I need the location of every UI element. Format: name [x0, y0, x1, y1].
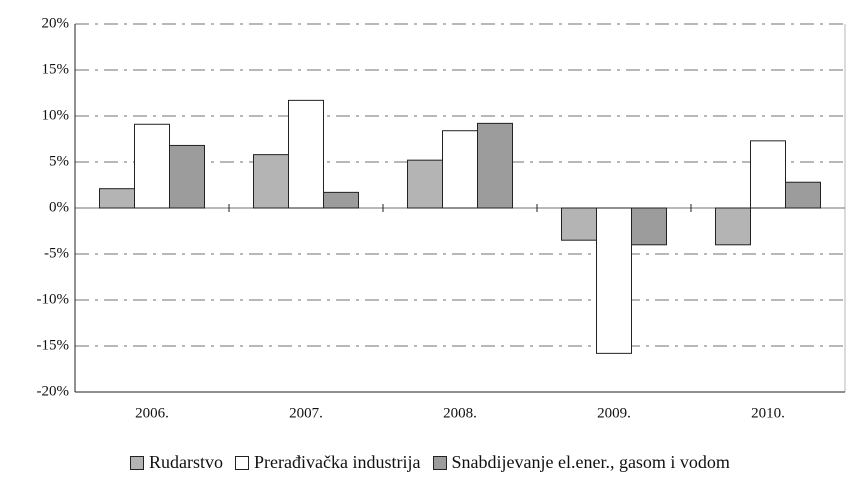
bar [99, 188, 135, 209]
y-tick-label: 5% [49, 153, 69, 169]
bar [785, 181, 821, 209]
y-tick-label: -20% [37, 383, 70, 399]
bar [253, 154, 289, 209]
legend-label: Rudarstvo [149, 452, 224, 472]
legend-item: Snabdijevanje el.ener., gasom i vodom [432, 452, 730, 473]
legend-label: Prerađivačka industrija [254, 452, 421, 472]
legend: Rudarstvo Prerađivačka industrija Snabdije… [0, 452, 860, 473]
y-tick-label: 15% [42, 61, 70, 77]
legend-item: Rudarstvo [130, 452, 223, 473]
x-tick-label: 2008. [443, 405, 477, 421]
legend-swatch [235, 455, 250, 470]
y-tick-label: 10% [42, 107, 70, 123]
bar [134, 123, 170, 209]
chart: -20% -15% -10% -5% 0% 5% 10% 15% 20% 2006. 2007. 20… [37, 15, 846, 421]
bar [288, 99, 324, 209]
y-tick-label: -10% [37, 291, 70, 307]
bar [631, 207, 667, 246]
legend-label: Snabdijevanje el.ener., gasom i vodom [451, 452, 730, 472]
x-tick-label: 2010. [751, 405, 785, 421]
x-tick-label: 2007. [289, 405, 323, 421]
bar [323, 191, 359, 209]
y-tick-label: 20% [42, 15, 70, 31]
y-tick-label: -15% [37, 337, 70, 353]
bar [750, 140, 786, 209]
y-tick-label: -5% [44, 245, 69, 261]
x-tick-label: 2009. [597, 405, 631, 421]
legend-swatch [130, 455, 145, 470]
bar [477, 122, 513, 209]
x-tick-label: 2006. [135, 405, 169, 421]
bar [442, 130, 478, 209]
y-tick-label: 0% [49, 199, 69, 215]
bar [596, 207, 632, 354]
legend-swatch [432, 455, 447, 470]
legend-item: Prerađivačka industrija [235, 452, 421, 473]
bar [715, 207, 751, 246]
bar [407, 159, 443, 209]
bar [169, 144, 205, 209]
bar [561, 207, 597, 241]
